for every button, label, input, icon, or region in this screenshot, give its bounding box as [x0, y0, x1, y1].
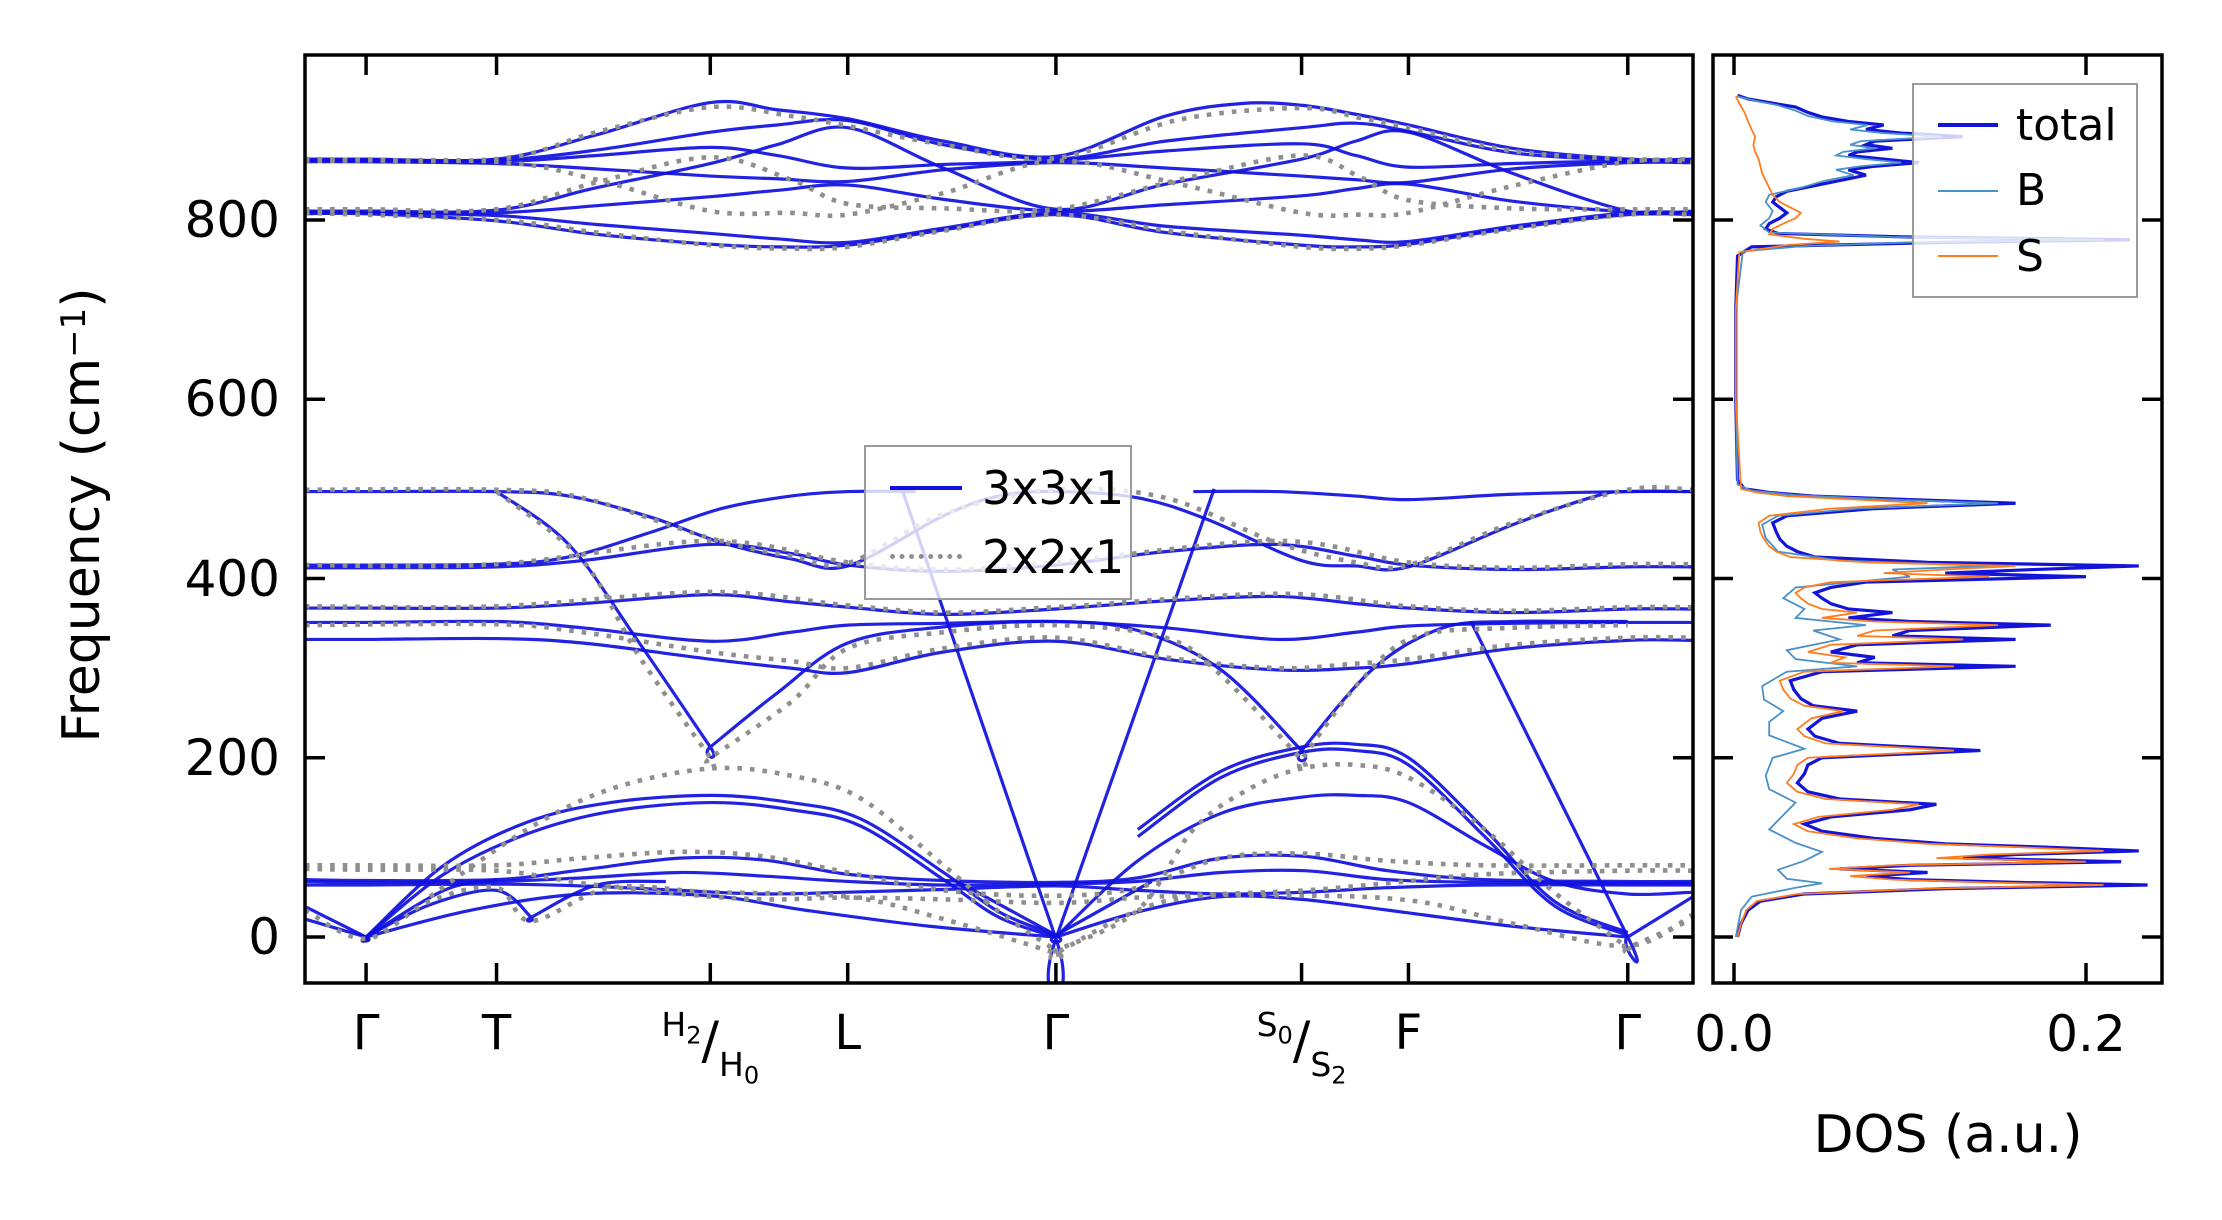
- dos-legend: total B S: [1912, 83, 2138, 298]
- legend-label-3x3x1: 3x3x1: [982, 461, 1125, 516]
- total-line-sample: [1938, 123, 1998, 127]
- y-tick-label: 800: [184, 191, 280, 249]
- legend-row-total: total: [1938, 100, 2136, 151]
- legend-label-total: total: [2016, 99, 2117, 151]
- dos-curves: [1734, 93, 2148, 938]
- dos-x-tick-label: 0.0: [1694, 1005, 1774, 1063]
- x-tick-label: F: [1394, 1005, 1423, 1061]
- y-axis-label: Frequency (cm−1): [52, 287, 112, 742]
- dos-curve-B: [1734, 95, 2104, 938]
- axes-frame: [303, 53, 1695, 985]
- x-tick-label: T: [481, 1005, 512, 1061]
- x-tick-label: Γ: [352, 1005, 380, 1061]
- x-tick-label: Γ: [1042, 1005, 1070, 1061]
- y-axis-label-close: ): [52, 287, 112, 308]
- legend-row-S: S: [1938, 231, 2136, 282]
- y-tick-label: 200: [184, 728, 280, 787]
- x-tick-label: L: [834, 1005, 862, 1061]
- axis-ticks: [305, 55, 2162, 983]
- band-lines-2x2x1: [305, 104, 1693, 961]
- dotted-line-sample: [890, 554, 962, 560]
- axes-frame: [1711, 53, 2164, 985]
- x-tick-label: H2/H0: [661, 1005, 760, 1090]
- x-tick-label: S0/S2: [1256, 1005, 1347, 1090]
- y-axis-label-text: Frequency (cm: [52, 357, 112, 743]
- legend-label-S: S: [2016, 230, 2044, 282]
- legend-row-2x2x1: 2x2x1: [890, 530, 1130, 584]
- y-tick-label: 0: [248, 908, 280, 966]
- solid-line-sample: [890, 486, 962, 491]
- s-line-sample: [1938, 255, 1998, 257]
- legend-label-B: B: [2016, 165, 2047, 216]
- b-line-sample: [1938, 189, 1998, 192]
- legend-row-B: B: [1938, 165, 2136, 216]
- y-axis-label-exponent: −1: [54, 307, 94, 358]
- x-tick-label: Γ: [1614, 1005, 1642, 1061]
- dos-curve-total: [1734, 93, 2148, 938]
- y-tick-label: 400: [184, 549, 280, 608]
- dos-curve-S: [1734, 95, 2104, 938]
- dos-x-axis-label: DOS (a.u.): [1813, 1105, 2083, 1165]
- bands-legend: 3x3x1 2x2x1: [864, 445, 1132, 600]
- y-tick-label: 600: [184, 370, 280, 429]
- dos-x-tick-label: 0.2: [2046, 1005, 2126, 1063]
- legend-row-3x3x1: 3x3x1: [890, 461, 1130, 515]
- legend-label-2x2x1: 2x2x1: [982, 529, 1125, 584]
